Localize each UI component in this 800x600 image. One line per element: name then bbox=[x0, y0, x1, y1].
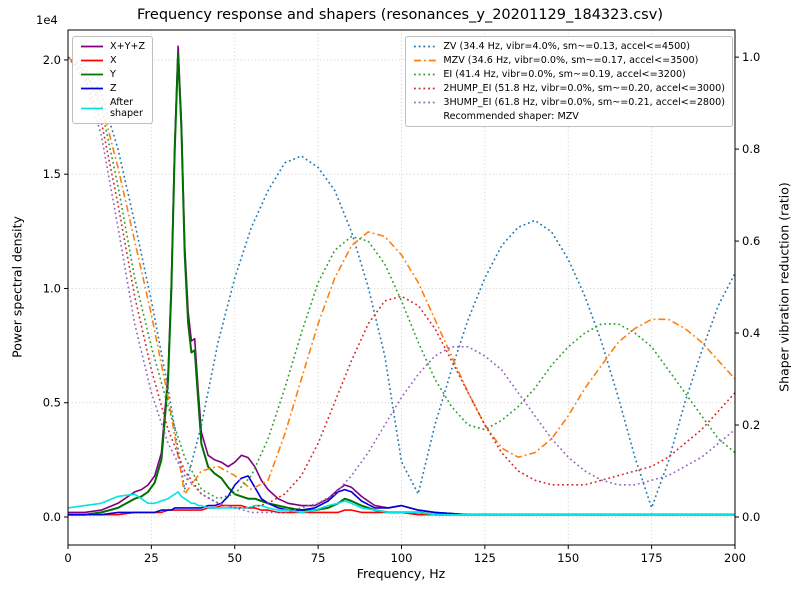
legend-label-2hump_ei: 2HUMP_EI (51.8 Hz, vibr=0.0%, sm~=0.20, … bbox=[443, 83, 725, 95]
x-tick-label: 125 bbox=[474, 551, 496, 565]
legend-label-after_shaper: After shaper bbox=[110, 97, 143, 120]
left-y-tick-label: 1.5 bbox=[43, 167, 61, 181]
legend-label-ei: EI (41.4 Hz, vibr=0.0%, sm~=0.19, accel<… bbox=[443, 69, 686, 81]
legend-swatch-z bbox=[81, 87, 103, 90]
right-y-tick-label: 0.4 bbox=[742, 326, 760, 340]
legend-item-after_shaper: After shaper bbox=[80, 97, 145, 119]
legend-label-3hump_ei: 3HUMP_EI (61.8 Hz, vibr=0.0%, sm~=0.21, … bbox=[443, 97, 725, 109]
left-y-tick-label: 0.5 bbox=[43, 396, 61, 410]
legend-shapers: ZV (34.4 Hz, vibr=4.0%, sm~=0.13, accel<… bbox=[405, 36, 733, 128]
legend-swatch-2hump_ei bbox=[414, 87, 437, 90]
right-y-tick-label: 0.8 bbox=[742, 142, 760, 156]
x-axis-label: Frequency, Hz bbox=[356, 566, 446, 581]
legend-swatch-3hump_ei bbox=[414, 101, 437, 104]
legend-item-z: Z bbox=[80, 83, 145, 94]
recommended-shaper-text: Recommended shaper: MZV bbox=[443, 111, 579, 123]
left-axis-offset-label: 1e4 bbox=[36, 13, 58, 27]
legend-item-ei: EI (41.4 Hz, vibr=0.0%, sm~=0.19, accel<… bbox=[413, 69, 725, 80]
legend-psd: X+Y+Z X Y Z After shaper bbox=[72, 36, 154, 125]
legend-item-mzv: MZV (34.6 Hz, vibr=0.0%, sm~=0.17, accel… bbox=[413, 55, 725, 66]
legend-swatch-xyz bbox=[81, 45, 103, 48]
legend-label-x: X bbox=[110, 55, 117, 67]
curve-ei bbox=[67, 56, 736, 500]
legend-item-xyz: X+Y+Z bbox=[80, 41, 145, 52]
x-tick-label: 75 bbox=[311, 551, 326, 565]
legend-swatch-after_shaper bbox=[81, 107, 103, 110]
left-axis-label: Power spectral density bbox=[9, 216, 25, 358]
legend-label-xyz: X+Y+Z bbox=[110, 41, 146, 52]
x-tick-label: 100 bbox=[391, 551, 413, 565]
legend-label-y: Y bbox=[110, 69, 116, 81]
x-tick-label: 200 bbox=[724, 551, 746, 565]
x-tick-label: 0 bbox=[64, 551, 71, 565]
right-y-tick-label: 0.6 bbox=[742, 234, 760, 248]
legend-label-zv: ZV (34.4 Hz, vibr=4.0%, sm~=0.13, accel<… bbox=[443, 41, 691, 52]
curve-mzv bbox=[67, 56, 736, 495]
legend-swatch-zv bbox=[414, 45, 437, 48]
legend-swatch-x bbox=[81, 59, 103, 62]
right-y-tick-label: 0.0 bbox=[742, 510, 760, 524]
legend-item-y: Y bbox=[80, 69, 145, 80]
legend-swatch-mzv bbox=[414, 59, 437, 62]
right-axis-label: Shaper vibration reduction (ratio) bbox=[776, 182, 792, 392]
x-tick-label: 150 bbox=[557, 551, 579, 565]
legend-swatch-spacer bbox=[413, 111, 437, 122]
x-tick-label: 25 bbox=[144, 551, 159, 565]
right-y-tick-label: 1.0 bbox=[742, 50, 760, 64]
legend-item-recommended: Recommended shaper: MZV bbox=[413, 111, 725, 122]
legend-label-z: Z bbox=[110, 83, 117, 95]
legend-item-2hump_ei: 2HUMP_EI (51.8 Hz, vibr=0.0%, sm~=0.20, … bbox=[413, 83, 725, 94]
chart-title: Frequency response and shapers (resonanc… bbox=[137, 7, 663, 23]
x-tick-label: 175 bbox=[641, 551, 663, 565]
curve-2hump_ei bbox=[67, 56, 736, 509]
right-y-tick-label: 0.2 bbox=[742, 418, 760, 432]
legend-swatch-ei bbox=[414, 73, 437, 76]
left-y-tick-label: 1.0 bbox=[43, 281, 61, 295]
legend-item-3hump_ei: 3HUMP_EI (61.8 Hz, vibr=0.0%, sm~=0.21, … bbox=[413, 97, 725, 108]
x-tick-label: 50 bbox=[227, 551, 242, 565]
legend-swatch-y bbox=[81, 73, 103, 76]
legend-label-mzv: MZV (34.6 Hz, vibr=0.0%, sm~=0.17, accel… bbox=[443, 55, 699, 67]
left-y-tick-label: 2.0 bbox=[43, 53, 61, 67]
legend-item-x: X bbox=[80, 55, 145, 66]
curve-z bbox=[68, 475, 735, 516]
left-y-tick-label: 0.0 bbox=[43, 510, 61, 524]
legend-item-zv: ZV (34.4 Hz, vibr=4.0%, sm~=0.13, accel<… bbox=[413, 41, 725, 52]
